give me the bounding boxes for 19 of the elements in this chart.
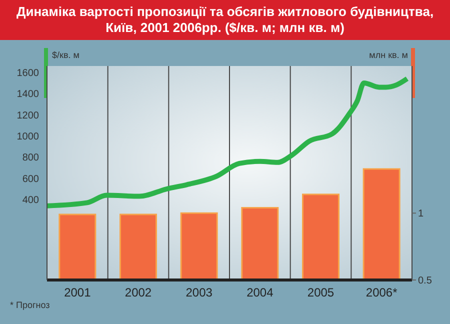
y-tick-label: 400 bbox=[22, 195, 40, 206]
x-tick-label: 2001 bbox=[64, 286, 92, 300]
x-tick-label: 2006* bbox=[366, 286, 398, 300]
x-tick-label: 2004 bbox=[246, 286, 274, 300]
y2-tick-label: 0.5 bbox=[418, 276, 432, 287]
y-tick-label: 1200 bbox=[16, 110, 40, 122]
y-axis-title: $/кв. м bbox=[52, 50, 80, 60]
chart-title: Динаміка вартості пропозиції та обсягів житлового будівництва, Київ, 2001 2006рр. ($/кв. м; млн кв. м) bbox=[0, 0, 450, 40]
text: * Прогноз bbox=[10, 300, 50, 310]
y-tick-label: 600 bbox=[22, 174, 40, 185]
y2-axis-title: млн кв. м bbox=[369, 50, 408, 60]
x-tick-label: 2005 bbox=[307, 286, 334, 300]
y-tick-label: 1600 bbox=[16, 68, 40, 79]
y2-tick-label: 1 bbox=[418, 208, 424, 220]
x-tick-label: 2003 bbox=[186, 286, 213, 300]
y-tick-label: 800 bbox=[22, 152, 40, 164]
y-tick-label: 1000 bbox=[16, 131, 40, 142]
y-tick-label: 1400 bbox=[16, 89, 40, 100]
x-tick-label: 2002 bbox=[124, 286, 152, 300]
